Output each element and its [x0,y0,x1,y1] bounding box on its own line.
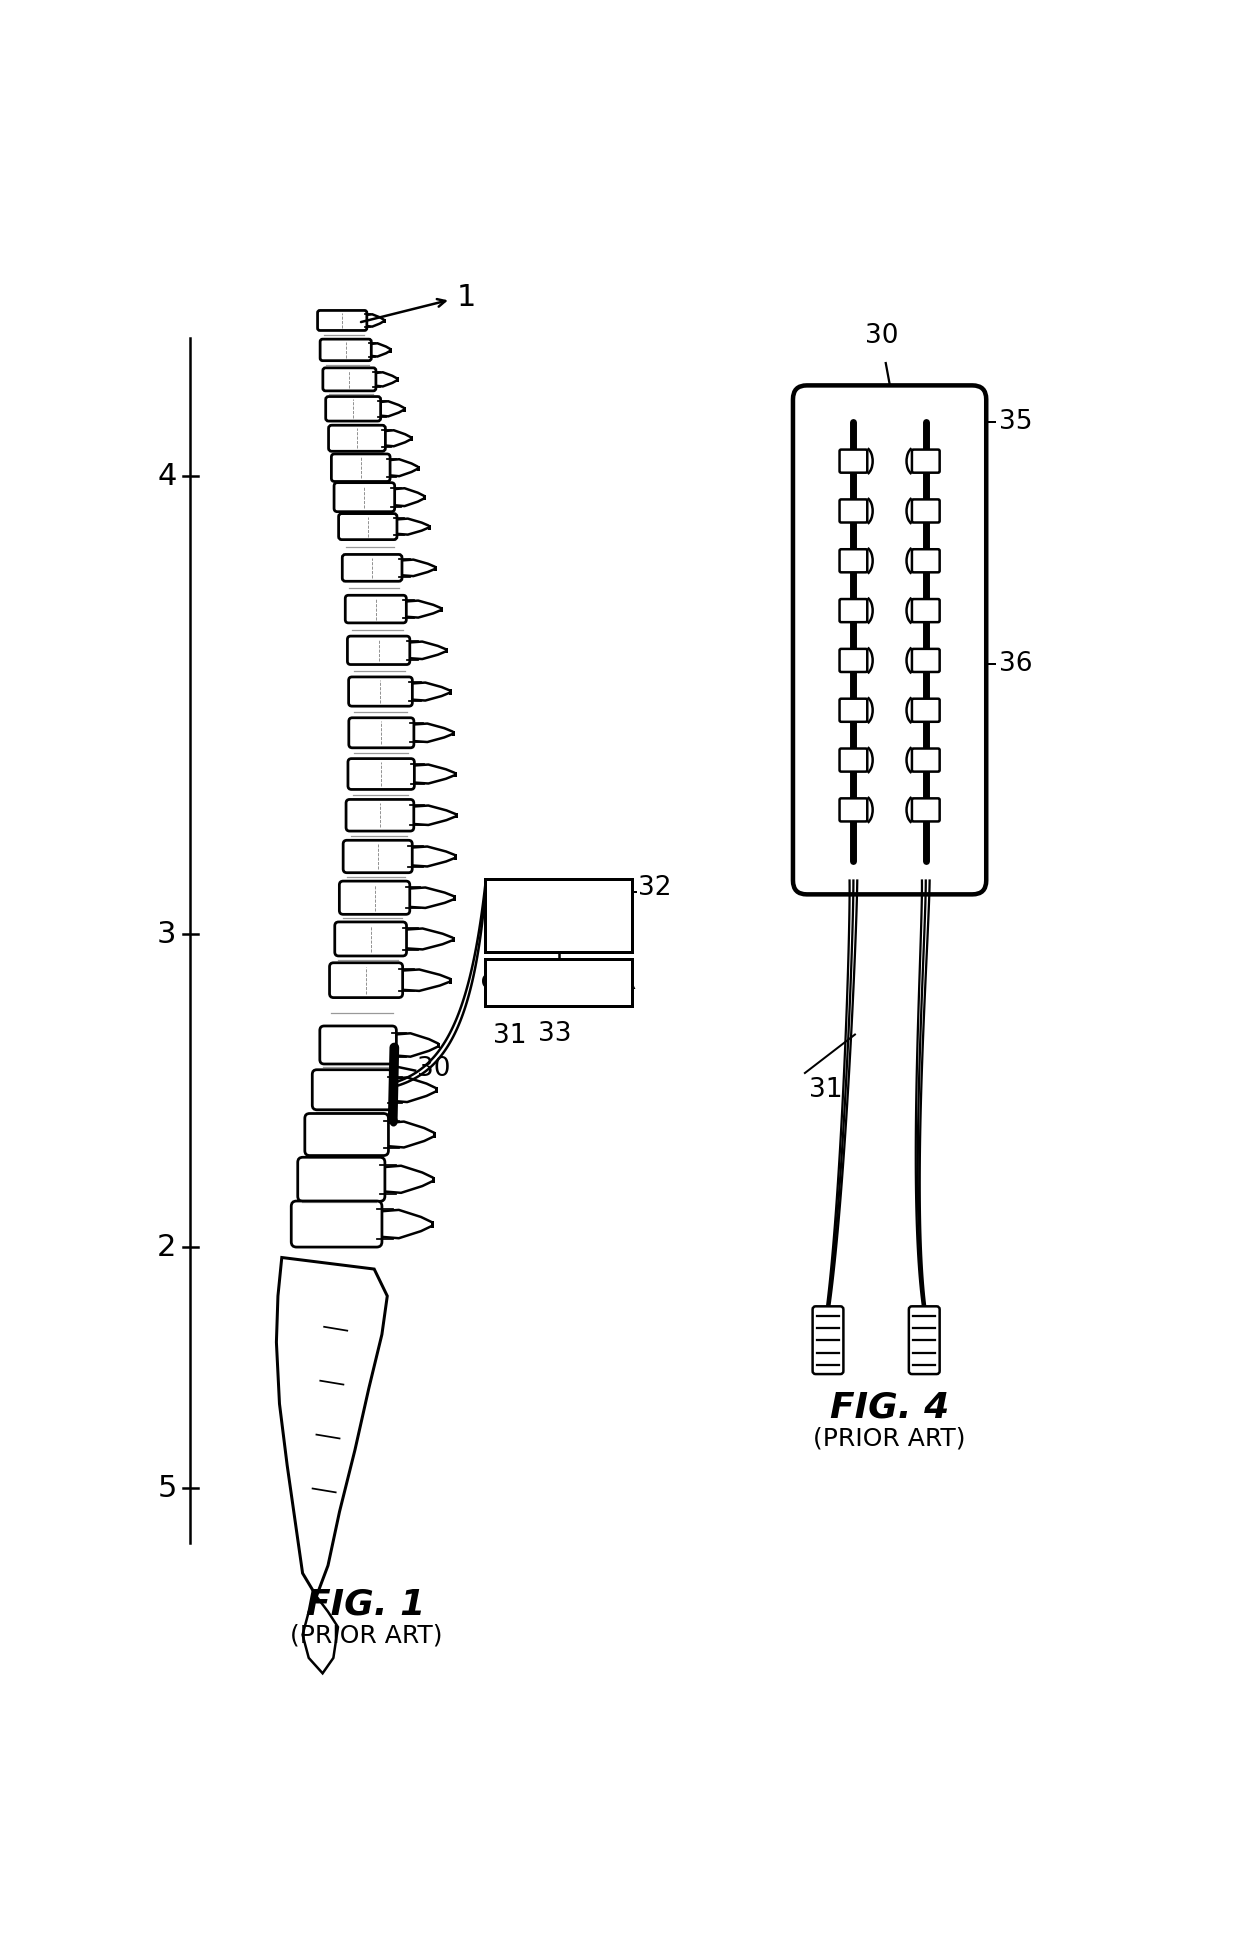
FancyBboxPatch shape [911,549,940,573]
Text: (PRIOR ART): (PRIOR ART) [290,1624,443,1647]
Text: GENERATOR: GENERATOR [487,918,629,938]
FancyBboxPatch shape [335,922,407,956]
Text: FIG. 4: FIG. 4 [830,1391,950,1424]
Text: FIG. 1: FIG. 1 [306,1587,425,1622]
Text: 30: 30 [418,1055,451,1083]
Text: 31: 31 [808,1077,842,1102]
FancyBboxPatch shape [347,637,409,664]
Text: 31: 31 [494,1024,527,1049]
FancyBboxPatch shape [312,1069,392,1110]
FancyBboxPatch shape [911,449,940,473]
FancyBboxPatch shape [346,799,414,830]
Text: 36: 36 [999,651,1033,676]
FancyBboxPatch shape [342,555,402,580]
FancyBboxPatch shape [839,799,867,821]
Ellipse shape [391,1116,397,1126]
FancyBboxPatch shape [331,453,391,481]
Text: 2: 2 [157,1233,176,1262]
FancyBboxPatch shape [911,748,940,772]
FancyBboxPatch shape [839,449,867,473]
FancyBboxPatch shape [317,311,367,330]
Text: 35: 35 [999,408,1033,436]
Text: 3: 3 [157,920,176,948]
FancyBboxPatch shape [911,500,940,522]
FancyBboxPatch shape [839,748,867,772]
FancyBboxPatch shape [330,963,403,998]
FancyBboxPatch shape [348,717,414,748]
Text: 5: 5 [157,1473,176,1503]
FancyBboxPatch shape [911,600,940,621]
FancyBboxPatch shape [485,959,631,1006]
Text: 33: 33 [538,1022,572,1047]
Text: (PRIOR ART): (PRIOR ART) [813,1426,966,1450]
FancyBboxPatch shape [792,385,986,895]
FancyBboxPatch shape [343,840,412,873]
FancyBboxPatch shape [911,799,940,821]
FancyBboxPatch shape [322,367,376,391]
Polygon shape [277,1258,387,1596]
FancyBboxPatch shape [326,397,381,420]
FancyBboxPatch shape [911,649,940,672]
Polygon shape [303,1596,339,1673]
FancyBboxPatch shape [339,514,397,539]
FancyBboxPatch shape [320,340,371,361]
FancyBboxPatch shape [839,500,867,522]
FancyBboxPatch shape [839,649,867,672]
FancyBboxPatch shape [320,1026,397,1065]
FancyBboxPatch shape [340,881,409,914]
Text: CONTROLLER: CONTROLLER [481,973,636,993]
FancyBboxPatch shape [348,758,414,789]
Text: 32: 32 [637,875,671,901]
FancyBboxPatch shape [291,1202,382,1247]
FancyBboxPatch shape [305,1114,388,1155]
FancyBboxPatch shape [485,879,631,952]
Text: 30: 30 [866,322,899,350]
FancyBboxPatch shape [334,483,394,512]
FancyBboxPatch shape [839,600,867,621]
FancyBboxPatch shape [298,1157,384,1202]
FancyBboxPatch shape [839,700,867,721]
FancyBboxPatch shape [909,1307,940,1374]
Text: 4: 4 [157,461,176,490]
FancyBboxPatch shape [812,1307,843,1374]
FancyBboxPatch shape [348,676,413,705]
Text: 1: 1 [456,283,476,313]
Text: PULSE: PULSE [521,893,595,913]
FancyBboxPatch shape [329,426,386,451]
FancyBboxPatch shape [911,700,940,721]
FancyBboxPatch shape [345,596,407,623]
FancyBboxPatch shape [839,549,867,573]
